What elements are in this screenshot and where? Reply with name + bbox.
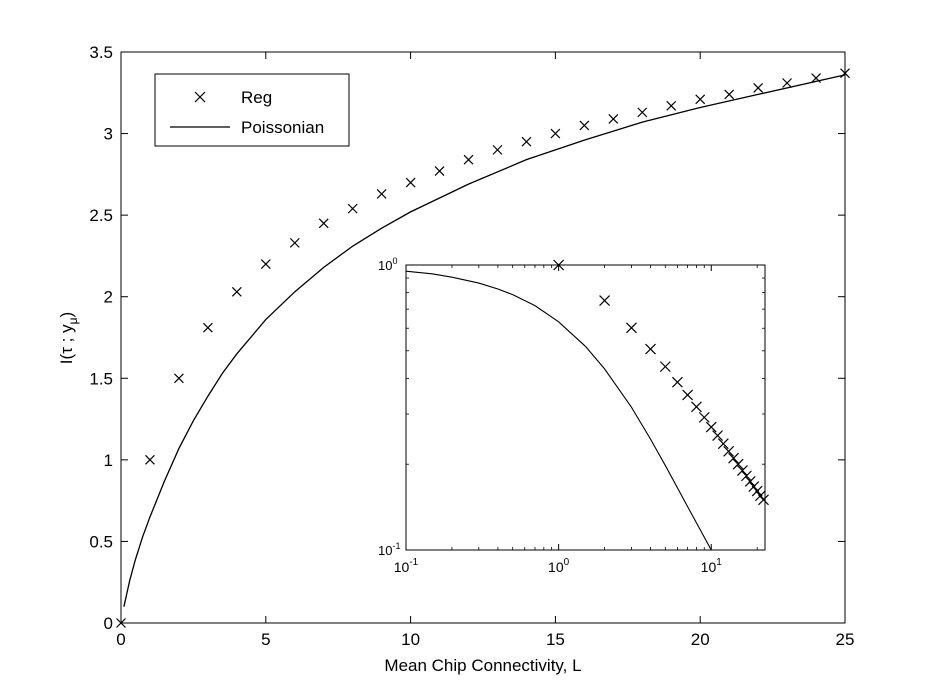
y-axis-label-close: ) (57, 312, 76, 318)
y-axis-label: I(τ ; yμ) (57, 312, 80, 364)
data-point-reg (260, 259, 271, 270)
series-line-poissonian (123, 74, 846, 607)
inset-data-point (599, 295, 610, 307)
inset-ticks: 10-1 100 101 10-1 100 (378, 256, 765, 575)
data-point-reg (753, 82, 764, 93)
legend-box (154, 73, 350, 147)
inset-data-point (732, 458, 744, 470)
inset-data-point (659, 361, 671, 373)
data-point-reg (145, 454, 155, 465)
inset-data-point (705, 421, 717, 433)
inset-x-tick-label: 10-1 (394, 557, 419, 575)
y-tick-label: 2 (104, 288, 113, 307)
x-tick-label: 5 (261, 630, 270, 649)
inset-series-line (406, 270, 712, 550)
legend-label-poissonian: Poissonian (241, 118, 324, 137)
x-tick-label: 20 (691, 630, 710, 649)
x-tick-label: 25 (836, 630, 855, 649)
legend-label-reg: Reg (241, 88, 272, 107)
y-axis-label-subscript: μ (66, 317, 80, 324)
inset-y-tick-label: 10-1 (378, 541, 400, 558)
inset-plot-frame (405, 264, 766, 551)
inset-data-point (758, 494, 769, 506)
x-axis-label: Mean Chip Connectivity, L (384, 656, 581, 675)
inset-data-point (671, 376, 683, 388)
inset-data-point (717, 438, 729, 450)
y-axis-label-main: I(τ ; y (57, 324, 76, 364)
data-point-reg (434, 166, 445, 177)
data-point-reg (405, 177, 416, 188)
inset-data-point (698, 411, 710, 423)
data-point-reg (782, 78, 793, 88)
inset-x-tick-label: 100 (548, 557, 570, 575)
inset-data-point (682, 389, 694, 401)
inset-data-point (728, 452, 739, 464)
data-point-reg (173, 373, 184, 384)
data-point-reg (608, 113, 619, 124)
data-point-reg (289, 237, 300, 248)
y-tick-label: 2.5 (89, 206, 113, 225)
legend-marker-reg (194, 91, 206, 103)
inset-series-clip (406, 270, 712, 550)
legend: Reg Poissonian (154, 73, 350, 147)
main-series (116, 68, 850, 628)
inset-data-point (645, 343, 656, 355)
x-tick-label: 15 (546, 630, 565, 649)
data-point-reg (637, 107, 648, 118)
data-point-reg (492, 144, 503, 155)
data-point-reg (695, 94, 706, 105)
data-point-reg (347, 203, 358, 214)
data-point-reg (376, 189, 387, 199)
y-tick-label: 3.5 (89, 43, 113, 62)
inset-data-point (740, 470, 752, 482)
data-point-reg (811, 73, 821, 84)
inset-data-point (691, 401, 702, 413)
data-point-reg (116, 618, 126, 628)
inset-y-tick-label: 100 (378, 256, 397, 273)
data-point-reg (666, 100, 677, 111)
y-tick-label: 1 (104, 451, 113, 470)
y-tick-label: 3 (104, 125, 113, 144)
data-point-reg (840, 68, 850, 79)
main-ticks: 0 5 10 15 20 25 0 0.5 1 1.5 2 2.5 3 3.5 (89, 43, 854, 649)
data-point-reg (550, 128, 561, 139)
x-tick-label: 10 (401, 630, 420, 649)
inset-data-point (748, 481, 760, 492)
inset-data-point (626, 322, 637, 334)
data-point-reg (463, 154, 474, 165)
inset-data-point (712, 430, 723, 442)
inset-data-point (744, 476, 756, 487)
y-tick-label: 1.5 (89, 369, 113, 388)
data-point-reg (202, 322, 213, 333)
inset-data-point (751, 485, 763, 497)
data-point-reg (231, 286, 242, 297)
y-tick-label: 0.5 (89, 532, 113, 551)
data-point-reg (521, 136, 532, 147)
data-point-reg (724, 89, 735, 100)
inset-data-point (736, 465, 748, 476)
inset-plot: 10-1 100 101 10-1 100 (378, 256, 769, 575)
inset-data-point (553, 259, 565, 271)
y-tick-label: 0 (104, 614, 113, 633)
inset-x-tick-label: 101 (701, 557, 723, 575)
x-tick-label: 0 (116, 630, 125, 649)
inset-data-point (723, 445, 735, 457)
data-point-reg (318, 218, 329, 229)
inset-series (406, 259, 769, 550)
data-point-reg (579, 120, 590, 131)
